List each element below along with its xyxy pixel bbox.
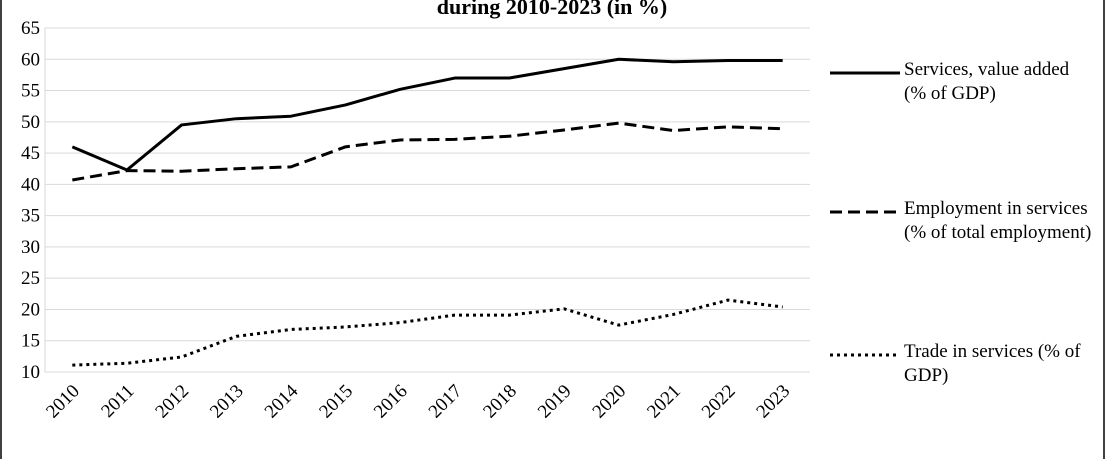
y-tick-label: 10 xyxy=(21,362,40,383)
x-tick-label: 2021 xyxy=(643,381,685,423)
x-tick-label: 2017 xyxy=(425,381,467,423)
y-tick-label: 15 xyxy=(21,331,40,352)
x-tick-label: 2018 xyxy=(479,381,521,423)
y-tick-label: 20 xyxy=(21,299,40,320)
x-tick-label: 2022 xyxy=(698,381,740,423)
x-tick-label: 2019 xyxy=(534,381,576,423)
y-tick-label: 25 xyxy=(21,268,40,289)
x-tick-label: 2011 xyxy=(97,381,138,422)
x-tick-label: 2012 xyxy=(151,381,193,423)
x-tick-label: 2020 xyxy=(589,381,631,423)
chart-title: during 2010-2023 (in %) xyxy=(437,0,667,19)
y-tick-label: 50 xyxy=(21,112,40,133)
legend-label: Services, value added (% of GDP) xyxy=(904,59,1070,104)
x-tick-label: 2010 xyxy=(42,381,84,423)
x-tick-label: 2014 xyxy=(261,380,303,422)
series-line xyxy=(72,298,783,367)
series-line xyxy=(72,121,783,182)
y-tick-label: 35 xyxy=(21,206,40,227)
x-tick-label: 2016 xyxy=(370,381,412,423)
series-line xyxy=(71,57,783,172)
x-tick-label: 2013 xyxy=(206,381,248,423)
x-tick-label: 2015 xyxy=(315,381,357,423)
y-tick-label: 45 xyxy=(21,143,40,164)
y-tick-label: 55 xyxy=(21,81,40,102)
y-tick-label: 65 xyxy=(21,18,40,39)
legend-label: Trade in services (% of GDP) xyxy=(904,341,1081,386)
x-tick-label: 2023 xyxy=(752,381,794,423)
y-tick-label: 40 xyxy=(21,174,40,195)
y-tick-label: 30 xyxy=(21,237,40,258)
y-tick-label: 60 xyxy=(21,49,40,70)
legend-label: Employment in services (% of total emplo… xyxy=(904,198,1092,243)
